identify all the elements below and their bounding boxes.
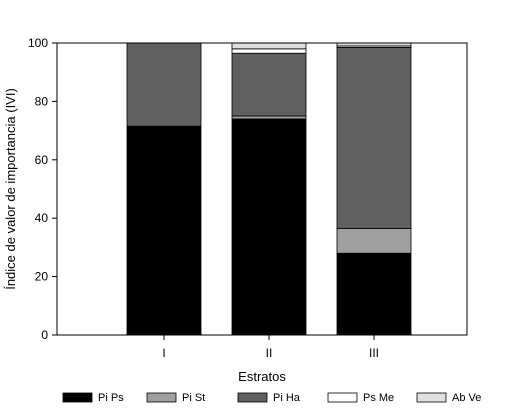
x-tick-label: III [369, 346, 379, 360]
bar-segment-II-ab-ve [231, 42, 307, 50]
bar-segment-I-pi-ha [126, 42, 202, 127]
axes-layer [56, 42, 468, 336]
legend-swatch-pi-ha [237, 392, 268, 403]
legend-label: Pi Ps [98, 392, 124, 404]
bar-segment-II-pi-ps [231, 118, 307, 336]
legend-swatch-ps-me [327, 392, 358, 403]
y-axis-label: Índice de valor de importancia (IVI) [3, 88, 18, 290]
legend-label: Pi St [182, 392, 205, 404]
y-tick-label: 80 [35, 94, 49, 108]
legend-label: Ab Ve [452, 392, 481, 404]
y-tick-label: 100 [28, 36, 48, 50]
bar-segment-III-pi-ha [336, 46, 412, 229]
y-tick-label: 40 [35, 211, 49, 225]
x-tick-label: I [162, 346, 165, 360]
x-axis-ticks: I II III [162, 335, 379, 360]
y-tick-label: 20 [35, 270, 49, 284]
x-tick-label: II [266, 346, 273, 360]
bar-segment-I-pi-ps [126, 125, 202, 336]
bar-segment-II-pi-ha [231, 52, 307, 117]
legend-swatch-pi-st [146, 392, 177, 403]
bar-segment-II-ps-me [231, 48, 307, 54]
y-tick-label: 0 [41, 328, 48, 342]
plot-frame [56, 42, 468, 336]
legend-swatch-pi-ps [62, 392, 93, 403]
legend-swatch-ab-ve [416, 392, 447, 403]
legend: Pi Ps Pi St Pi Ha Ps Me Ab Ve [62, 392, 481, 404]
bar-segment-II-pi-st [231, 115, 307, 120]
y-tick-label: 60 [35, 153, 49, 167]
x-axis-label: Estratos [238, 369, 286, 384]
bars-layer [126, 42, 412, 336]
legend-label: Pi Ha [273, 392, 301, 404]
legend-label: Ps Me [363, 392, 394, 404]
y-axis-ticks: 0 20 40 60 80 100 [28, 36, 57, 342]
bar-segment-III-pi-ps [336, 252, 412, 336]
bar-segment-III-pi-st [336, 228, 412, 254]
